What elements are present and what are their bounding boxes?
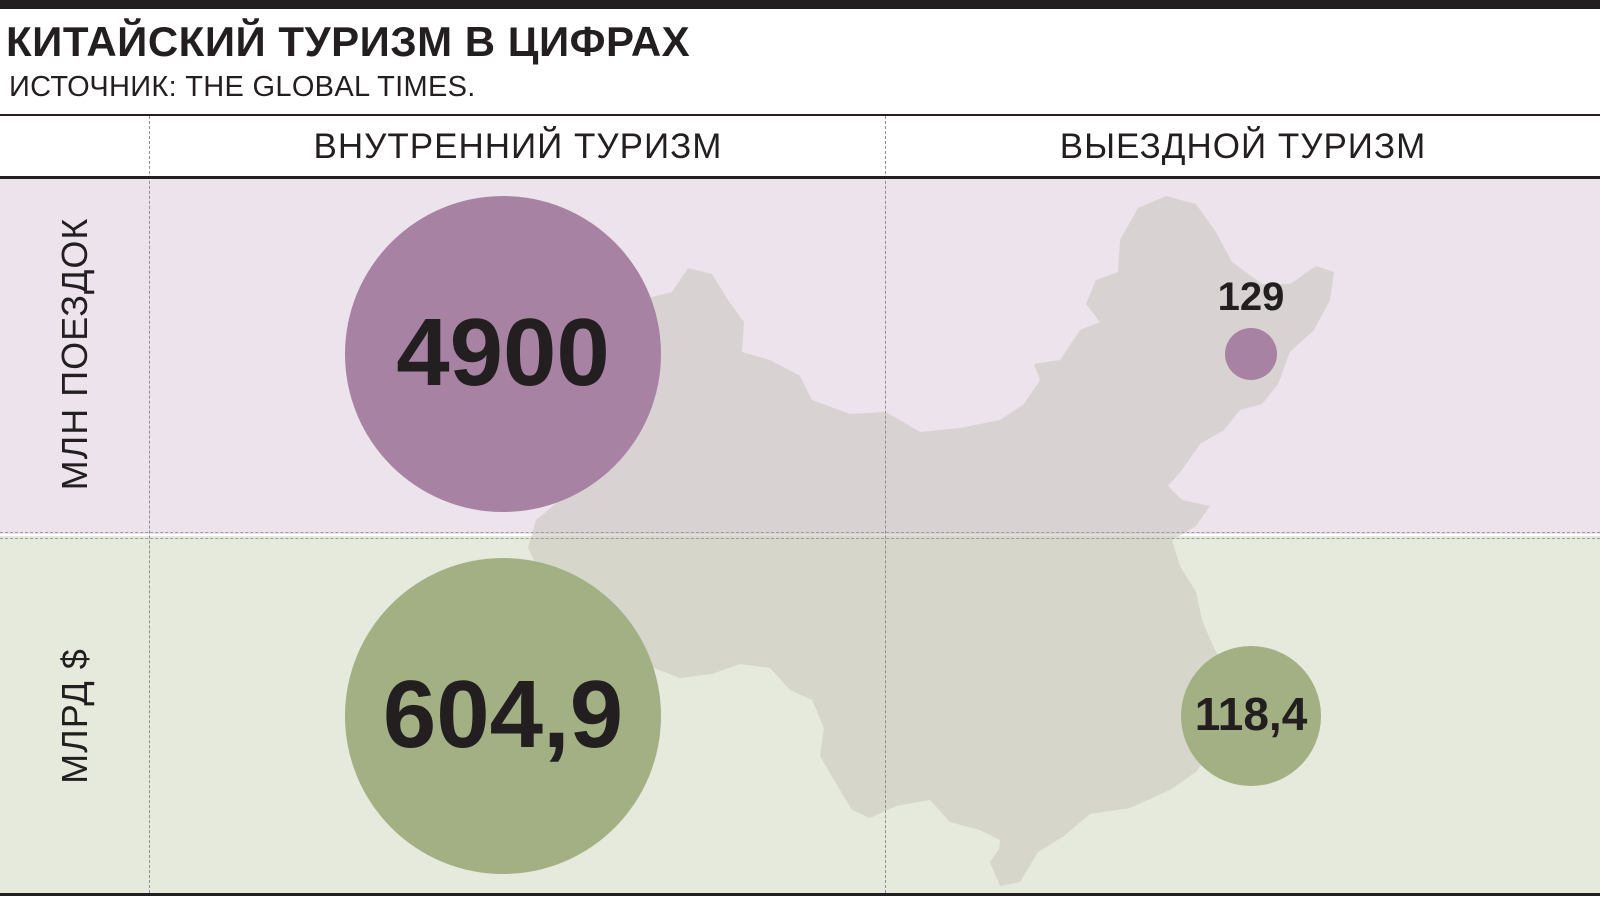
chart-source: ИСТОЧНИК: THE GLOBAL TIMES. xyxy=(9,71,476,103)
row-separator xyxy=(0,532,1600,533)
bubble-money-outbound xyxy=(1181,646,1321,786)
column-header-outbound: ВЫЕЗДНОЙ ТУРИЗМ xyxy=(1059,127,1427,166)
header-rule xyxy=(0,114,1600,116)
column-divider xyxy=(885,116,886,893)
column-divider xyxy=(149,116,150,893)
row-label-money: МЛРД $ xyxy=(54,648,95,784)
bubble-trips-domestic xyxy=(345,196,661,512)
data-label-trips-domestic: 4900 xyxy=(396,299,610,407)
bubble-money-domestic xyxy=(345,558,661,874)
top-bar xyxy=(0,0,1600,9)
data-label-trips-outbound: 129 xyxy=(1217,275,1285,319)
trips-row-band xyxy=(0,179,1600,534)
bottom-rule xyxy=(0,893,1600,896)
column-header-domestic: ВНУТРЕННИЙ ТУРИЗМ xyxy=(313,127,723,166)
header-bottom-rule xyxy=(0,176,1600,179)
data-label-money-outbound: 118,4 xyxy=(1194,688,1308,741)
row-separator xyxy=(0,538,1600,539)
bubble-trips-outbound xyxy=(1225,328,1277,380)
chart-title: КИТАЙСКИЙ ТУРИЗМ В ЦИФРАХ xyxy=(6,18,691,65)
data-label-money-domestic: 604,9 xyxy=(382,661,624,769)
row-label-trips: МЛН ПОЕЗДОК xyxy=(54,217,95,491)
